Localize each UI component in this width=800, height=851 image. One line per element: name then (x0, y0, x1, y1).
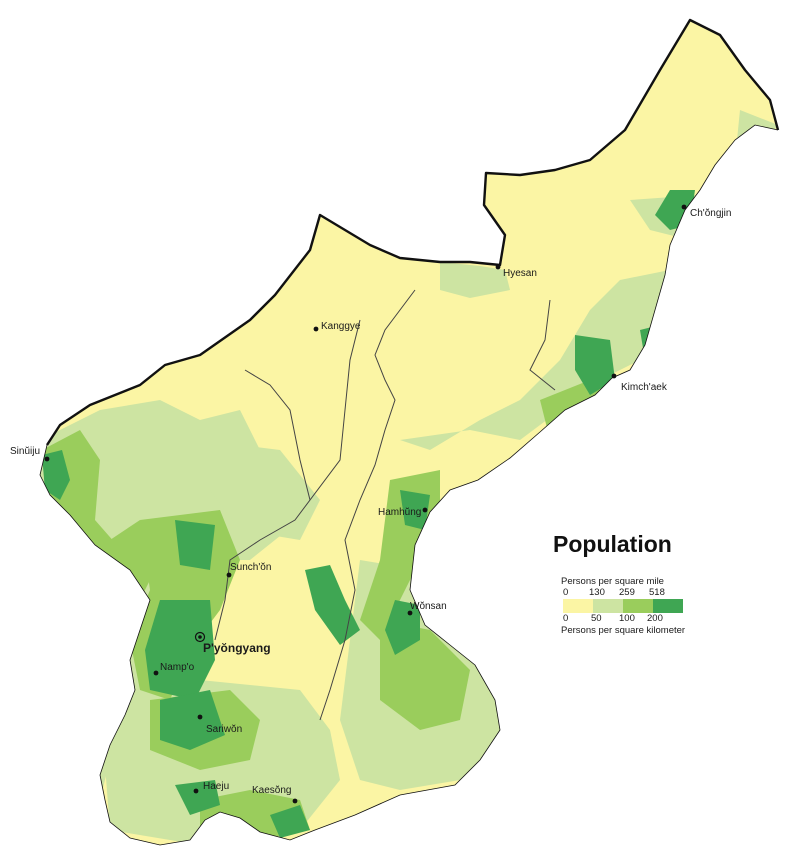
city-label-pyongyang: P'yŏngyang (203, 641, 271, 655)
legend-unit-top: Persons per square mile (561, 576, 664, 587)
rivers (214, 289, 556, 721)
legend-tick-bottom: 200 (647, 613, 663, 624)
city-dot-chongjin (681, 204, 687, 210)
legend-tick-bottom: 0 (563, 613, 569, 624)
city-label-chongjin: Ch'ŏngjin (690, 208, 731, 219)
city-dot-sinuiju (44, 456, 50, 462)
legend-tick-top: 130 (589, 587, 605, 598)
city-dot-nampo (153, 670, 159, 676)
legend-tick-bottom: 100 (619, 613, 635, 624)
legend-swatches (563, 599, 683, 613)
city-label-sariwon: Sariwŏn (206, 724, 242, 735)
city-label-hyesan: Hyesan (503, 268, 537, 279)
legend-swatch (653, 599, 683, 613)
legend-tick-top: 259 (619, 587, 635, 598)
city-dot-hyesan (495, 264, 501, 270)
city-label-haeju: Haeju (203, 781, 229, 792)
capital-ring-icon (194, 631, 206, 643)
city-dot-wonsan (407, 610, 413, 616)
legend-tick-top: 518 (649, 587, 665, 598)
coastline (39, 124, 779, 846)
legend: Persons per square mile 0 130 259 518 0 … (561, 576, 711, 636)
city-dot-haeju (193, 788, 199, 794)
city-label-nampo: Namp'o (160, 662, 195, 673)
city-dot-kaesong (292, 798, 298, 804)
city-dot-pyongyang (198, 635, 202, 639)
legend-ticks-bottom: 0 50 100 200 (561, 613, 711, 625)
city-dot-hamhung (422, 507, 428, 513)
city-dot-kanggye (313, 326, 319, 332)
legend-swatch (593, 599, 623, 613)
city-label-kimchaek: Kimch'aek (621, 382, 668, 393)
legend-ticks-top: 0 130 259 518 (561, 587, 711, 599)
city-dot-sariwon (197, 714, 203, 720)
legend-swatch (563, 599, 593, 613)
land-base (40, 20, 778, 845)
city-dot-sunchon (226, 572, 232, 578)
city-label-sinuiju: Sinŭiju (10, 446, 40, 457)
city-label-wonsan: Wŏnsan (410, 601, 447, 612)
city-dot-kimchaek (611, 373, 617, 379)
legend-tick-bottom: 50 (591, 613, 602, 624)
legend-swatch (623, 599, 653, 613)
map-title: Population (553, 531, 672, 557)
legend-unit-bottom: Persons per square kilometer (561, 625, 686, 636)
city-label-sunchon: Sunch'ŏn (230, 562, 271, 573)
city-label-hamhung: Hamhŭng (378, 507, 421, 518)
border-outline (45, 18, 780, 446)
city-label-kanggye: Kanggye (321, 321, 361, 332)
city-label-kaesong: Kaesŏng (252, 785, 291, 796)
city-markers: Ch'ŏngjin Hyesan Kanggye Kimch'aek Sinŭiju Ha… (10, 204, 731, 804)
legend-tick-top: 0 (563, 587, 569, 598)
